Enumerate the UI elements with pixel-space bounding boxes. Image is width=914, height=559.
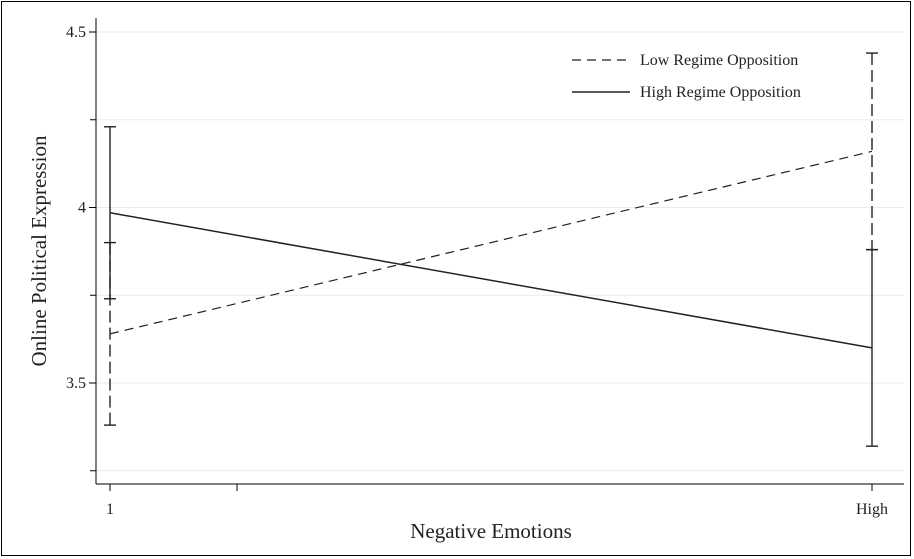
y-tick-label: 4 [78, 200, 86, 217]
legend-label-high-regime-opposition: High Regime Opposition [640, 84, 801, 101]
y-ticks: 3.5 4 4.5 [66, 24, 96, 472]
y-tick-label: 3.5 [66, 375, 86, 392]
x-axis-label: Negative Emotions [410, 519, 572, 543]
gridlines [96, 31, 904, 472]
axes [95, 18, 904, 485]
y-axis-label: Online Political Expression [27, 135, 51, 366]
legend-label-low-regime-opposition: Low Regime Opposition [640, 52, 798, 69]
legend: Low Regime Opposition High Regime Opposi… [572, 52, 801, 101]
y-tick-label: 4.5 [66, 24, 86, 41]
x-tick-label: 1 [106, 501, 114, 518]
error-bars [104, 52, 878, 447]
series-line-low-regime-opposition [109, 150, 873, 335]
series-line-high-regime-opposition [109, 212, 873, 349]
series-lines [109, 150, 873, 349]
x-tick-label: High [856, 501, 888, 518]
x-ticks: 1 High [106, 484, 888, 518]
